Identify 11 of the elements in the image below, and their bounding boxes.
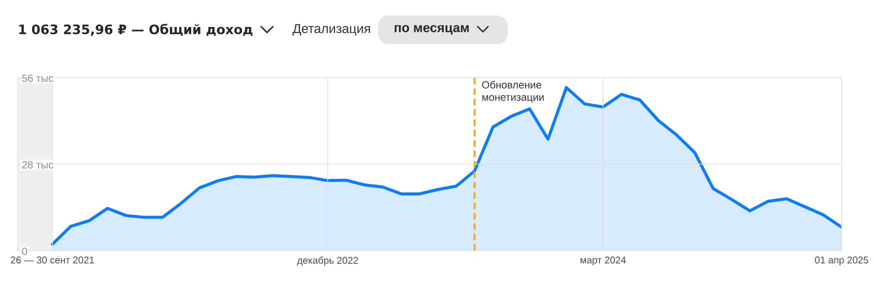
x-tick-label: декабрь 2022 xyxy=(297,256,358,266)
text: по месяцам xyxy=(394,25,469,35)
chart-title: 1 063 235,96 ₽ — Общий доход xyxy=(19,24,252,36)
ref-line-label: Обновление монетизации xyxy=(482,80,544,103)
y-tick-label: 0 xyxy=(22,248,28,255)
y-tick-label: 28 тыс xyxy=(22,161,54,168)
x-tick-label: март 2024 xyxy=(580,256,626,266)
x-tick-label: 26 — 30 сент 2021 xyxy=(10,256,94,264)
x-tick-label: 01 апр 2025 xyxy=(815,256,868,266)
chart-subtitle: Детализация xyxy=(292,24,370,36)
y-tick-label: 56 тыс xyxy=(22,74,54,82)
